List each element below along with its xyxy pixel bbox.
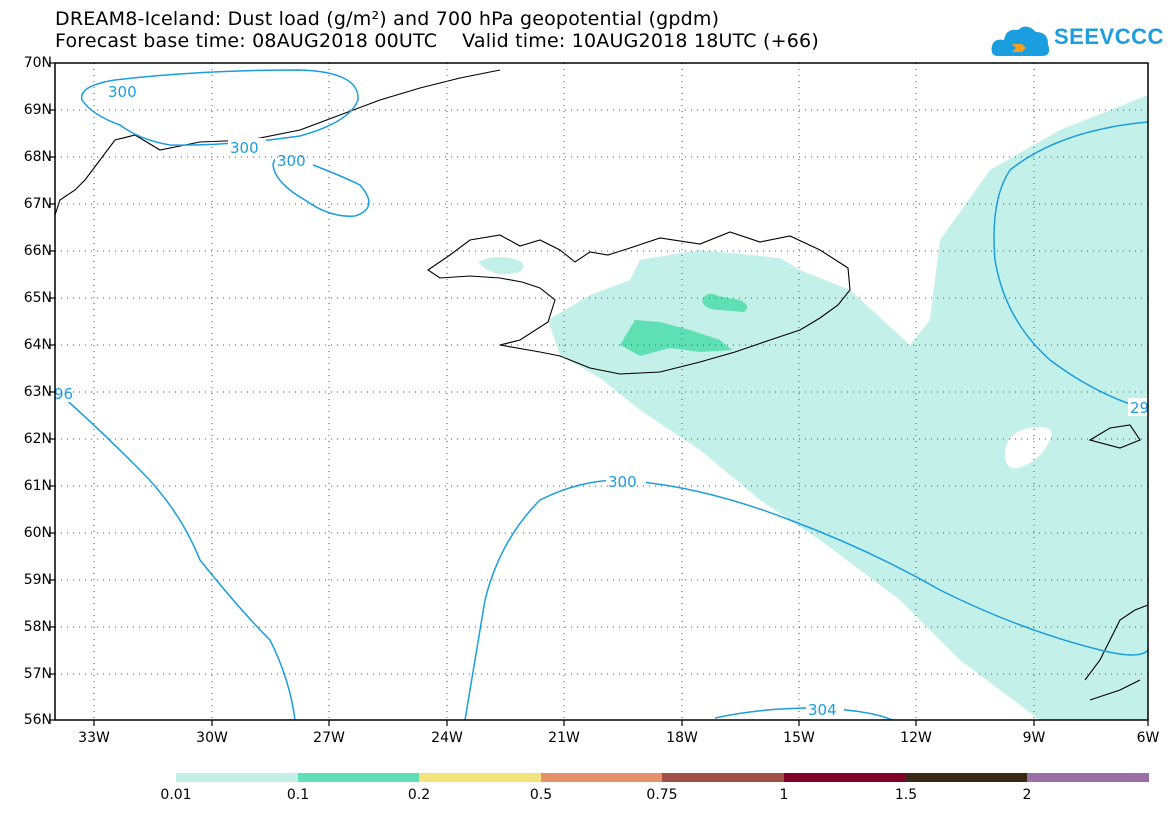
lat-label: 70N (23, 55, 52, 71)
lat-label: 63N (23, 384, 52, 400)
colorbar-swatch (1027, 773, 1149, 782)
lon-label: 18W (666, 730, 698, 746)
lon-label: 30W (196, 730, 228, 746)
logo-text: SEEVCCC (1054, 24, 1164, 49)
lat-label: 57N (23, 666, 52, 682)
colorbar-swatch (662, 773, 784, 782)
dust-area-mid-north (702, 293, 748, 312)
dust-area-low-west (478, 257, 524, 275)
contour-label: 300 (277, 152, 306, 170)
lon-label: 33W (78, 730, 110, 746)
lat-label: 69N (23, 102, 52, 118)
lat-label: 62N (23, 431, 52, 447)
lat-label: 68N (23, 149, 52, 165)
dust-area-low (548, 95, 1148, 720)
colorbar-label: 1.5 (894, 787, 918, 803)
contour-label: 300 (608, 473, 637, 491)
lat-label: 67N (23, 196, 52, 212)
contour-label-group: 300 300 300 96 300 29 304 (52, 82, 1150, 719)
colorbar-label: 0.75 (646, 787, 678, 803)
lon-label: 15W (783, 730, 815, 746)
lat-label: 61N (23, 478, 52, 494)
dust-area-mid (620, 320, 732, 356)
contour-label: 300 (230, 139, 259, 157)
lat-label: 60N (23, 525, 52, 541)
colorbar-swatch (906, 773, 1027, 782)
contour-label: 300 (108, 83, 137, 101)
colorbar-swatch (176, 773, 298, 782)
colorbar-label: 0.2 (407, 787, 431, 803)
colorbar-label: 0.01 (160, 787, 192, 803)
lon-label: 6W (1136, 730, 1160, 746)
lat-label: 59N (23, 572, 52, 588)
colorbar-swatch (541, 773, 662, 782)
cloud-logo-icon (991, 26, 1050, 56)
contour-label: 96 (54, 385, 73, 403)
lon-label: 9W (1022, 730, 1046, 746)
lon-label: 12W (900, 730, 932, 746)
contour-label: 304 (808, 701, 837, 719)
colorbar-swatch (298, 773, 419, 782)
graticule (55, 63, 1148, 720)
coastline (54, 69, 1149, 701)
colorbar-label: 0.5 (529, 787, 553, 803)
dust-hole (1005, 427, 1052, 469)
lon-label: 21W (548, 730, 580, 746)
lon-label: 27W (313, 730, 345, 746)
colorbar-swatch (784, 773, 906, 782)
colorbar-label: 1 (779, 787, 789, 803)
lat-label: 66N (23, 243, 52, 259)
lon-label: 24W (431, 730, 463, 746)
contour-label: 29 (1130, 399, 1149, 417)
axis-ticks (49, 62, 1149, 726)
map-subtitle: Forecast base time: 08AUG2018 00UTC Vali… (55, 30, 819, 52)
lat-label: 65N (23, 290, 52, 306)
map-title: DREAM8-Iceland: Dust load (g/m²) and 700… (55, 8, 720, 30)
colorbar-label: 0.1 (286, 787, 310, 803)
lat-label: 58N (23, 619, 52, 635)
colorbar-swatch (419, 773, 541, 782)
lat-label: 64N (23, 337, 52, 353)
lat-label: 56N (23, 712, 52, 728)
colorbar-label: 2 (1022, 787, 1032, 803)
